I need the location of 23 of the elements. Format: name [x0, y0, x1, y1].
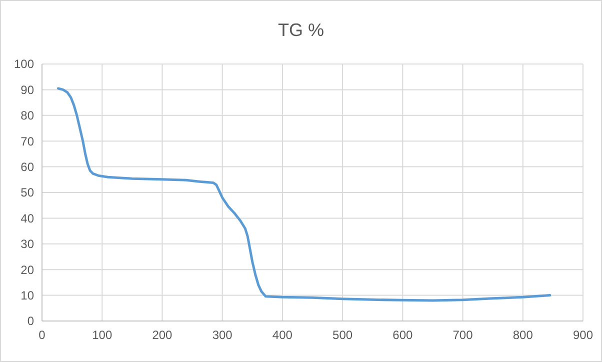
- y-tick-label: 0: [27, 314, 34, 328]
- y-tick-label: 60: [20, 160, 34, 174]
- y-tick-label: 30: [20, 237, 34, 252]
- x-tick-label: 700: [452, 328, 474, 342]
- y-tick-label: 40: [20, 211, 34, 226]
- x-tick-label: 900: [572, 328, 594, 342]
- y-tick-label: 80: [20, 108, 34, 123]
- x-tick-label: 200: [152, 328, 173, 342]
- y-tick-label: 10: [20, 288, 34, 302]
- x-tick-label: 100: [92, 328, 112, 342]
- y-tick-label: 90: [20, 82, 34, 97]
- y-tick-label: 50: [20, 186, 34, 200]
- chart-title: TG %: [278, 20, 324, 40]
- x-tick-label: 600: [392, 328, 413, 342]
- x-tick-label: 800: [512, 328, 534, 342]
- y-tick-label: 20: [20, 262, 34, 277]
- x-tick-label: 400: [272, 328, 293, 342]
- x-tick-label: 0: [38, 328, 46, 342]
- y-tick-label: 100: [14, 57, 34, 72]
- x-tick-label: 500: [332, 328, 353, 342]
- y-tick-label: 70: [20, 134, 34, 148]
- line-series: [56, 87, 552, 302]
- x-tick-label: 300: [212, 328, 233, 342]
